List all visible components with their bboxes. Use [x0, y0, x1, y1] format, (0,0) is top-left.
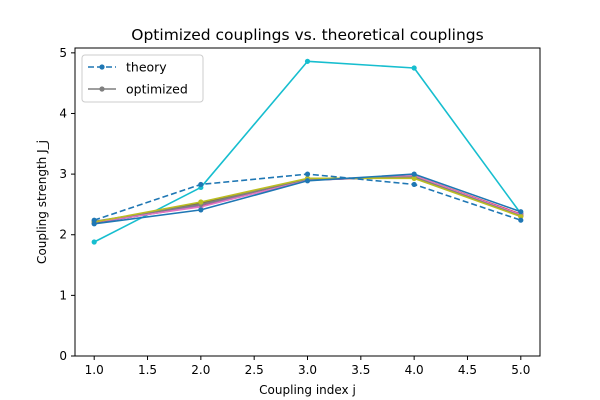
x-tick-label: 1.5 [138, 363, 157, 377]
legend-label: optimized [126, 82, 188, 97]
x-axis-label: Coupling index j [259, 383, 356, 397]
data-point [198, 199, 204, 205]
y-tick-label: 4 [59, 106, 67, 120]
data-point [304, 58, 311, 64]
legend-swatch-marker [99, 86, 105, 92]
y-axis-label: Coupling strength J_j [35, 140, 49, 264]
x-tick-label: 2.5 [245, 363, 264, 377]
x-ticks: 1.0 1.5 2.0 2.5 3.0 3.5 4.0 4.5 5.0 [85, 356, 530, 377]
theory-series-10 [91, 171, 524, 223]
x-tick-label: 2.0 [191, 363, 210, 377]
x-tick-label: 4.0 [405, 363, 424, 377]
data-point [198, 207, 204, 213]
data-point [304, 178, 311, 184]
data-point [411, 65, 417, 71]
x-tick-label: 1.0 [85, 363, 104, 377]
y-tick-label: 0 [59, 349, 67, 363]
legend-entry-optimized: optimized [88, 82, 188, 97]
data-point [198, 181, 204, 188]
data-point [304, 171, 311, 177]
x-tick-label: 4.5 [458, 363, 477, 377]
y-tick-label: 1 [59, 288, 67, 302]
y-ticks: 0 1 2 3 4 5 [59, 46, 75, 363]
legend-entries: theory optimized [88, 60, 188, 97]
data-point [91, 221, 97, 227]
y-tick-label: 5 [59, 46, 67, 60]
y-tick-label: 3 [59, 167, 67, 181]
data-point [91, 217, 97, 223]
chart-title: Optimized couplings vs. theoretical coup… [131, 26, 483, 44]
x-tick-label: 3.0 [298, 363, 317, 377]
data-point [518, 217, 524, 223]
data-point [518, 209, 524, 215]
x-tick-label: 3.5 [351, 363, 370, 377]
y-tick-label: 2 [59, 228, 67, 242]
series-layer [91, 58, 524, 245]
legend: theory optimized [81, 54, 204, 103]
data-point [91, 239, 97, 245]
legend-box [81, 54, 204, 103]
x-tick-label: 5.0 [511, 363, 530, 377]
legend-swatch-marker [99, 64, 105, 70]
legend-label: theory [126, 60, 167, 75]
data-point [411, 171, 417, 177]
data-point [411, 175, 417, 181]
data-point [411, 181, 417, 188]
optimized-series-9 [91, 171, 524, 227]
legend-entry-theory: theory [88, 60, 167, 75]
data-point [518, 213, 524, 220]
